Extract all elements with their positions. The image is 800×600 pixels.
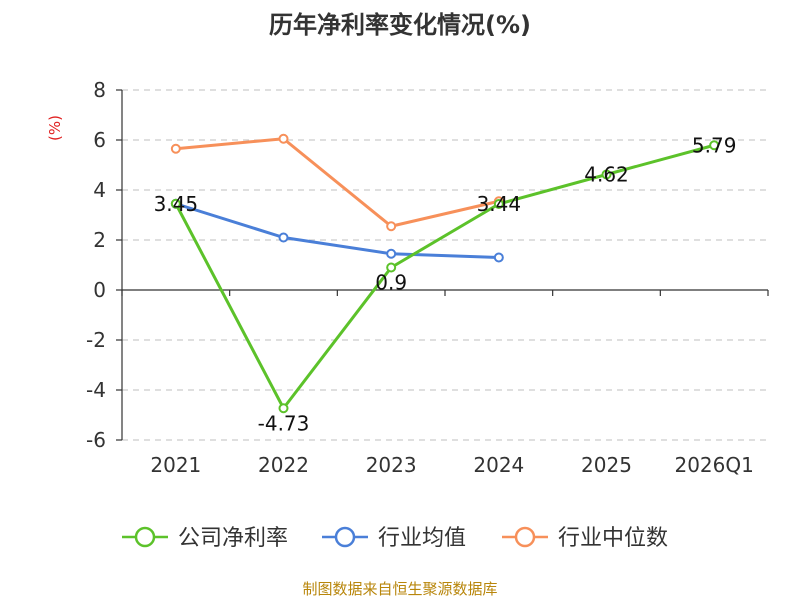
data-point bbox=[278, 403, 289, 414]
y-axis-unit-label: (%) bbox=[46, 115, 64, 141]
legend-label: 行业均值 bbox=[378, 526, 466, 551]
y-tick-label: -2 bbox=[86, 328, 106, 352]
series-lines bbox=[170, 133, 720, 414]
chart-title: 历年净利率变化情况(%) bbox=[269, 11, 531, 39]
y-tick-label: 2 bbox=[93, 228, 106, 252]
data-point bbox=[386, 248, 397, 259]
data-point bbox=[386, 221, 397, 232]
data-point bbox=[601, 169, 612, 180]
legend-label: 行业中位数 bbox=[558, 526, 668, 551]
x-tick-label: 2026Q1 bbox=[674, 453, 753, 477]
series-line bbox=[175, 202, 499, 259]
data-label: 4.62 bbox=[584, 163, 629, 187]
y-tick-label: 6 bbox=[93, 128, 106, 152]
legend-swatch-marker bbox=[134, 526, 156, 548]
data-label: -4.73 bbox=[258, 411, 310, 435]
axes: 8 6 4 2 0 -2 -4 -6 2021 2022 2023 2024 2025 2026Q1 bbox=[86, 78, 769, 477]
data-point bbox=[278, 232, 289, 243]
x-tick-label: 2021 bbox=[150, 453, 201, 477]
data-point bbox=[278, 133, 289, 144]
y-tick-label: 0 bbox=[93, 278, 106, 302]
data-label: 0.9 bbox=[375, 271, 407, 295]
data-point bbox=[493, 252, 504, 263]
data-point bbox=[709, 140, 720, 151]
legend-label: 公司净利率 bbox=[178, 526, 288, 551]
series-line bbox=[174, 143, 715, 410]
x-tick-label: 2022 bbox=[258, 453, 309, 477]
grid-lines bbox=[122, 89, 768, 441]
legend-swatch-marker bbox=[334, 526, 356, 548]
series-line bbox=[175, 137, 500, 228]
y-tick-label: -4 bbox=[86, 378, 106, 402]
data-label: 3.45 bbox=[154, 192, 199, 216]
source-note: 制图数据来自恒生聚源数据库 bbox=[302, 580, 497, 598]
legend-swatch-marker bbox=[514, 526, 536, 548]
x-tick-label: 2023 bbox=[366, 453, 417, 477]
data-labels: 3.45 -4.73 0.9 3.44 4.62 5.79 bbox=[154, 133, 737, 435]
data-label: 3.44 bbox=[477, 192, 522, 216]
data-label: 5.79 bbox=[692, 133, 737, 157]
x-tick-label: 2024 bbox=[473, 453, 524, 477]
y-tick-label: -6 bbox=[86, 428, 106, 452]
data-point bbox=[170, 198, 181, 209]
data-point bbox=[170, 143, 181, 154]
x-tick-label: 2025 bbox=[581, 453, 632, 477]
data-point bbox=[493, 199, 504, 209]
y-tick-label: 4 bbox=[93, 178, 106, 202]
y-tick-label: 8 bbox=[93, 78, 106, 102]
legend: 公司净利率 行业均值 行业中位数 bbox=[122, 526, 668, 551]
data-point bbox=[386, 262, 397, 273]
